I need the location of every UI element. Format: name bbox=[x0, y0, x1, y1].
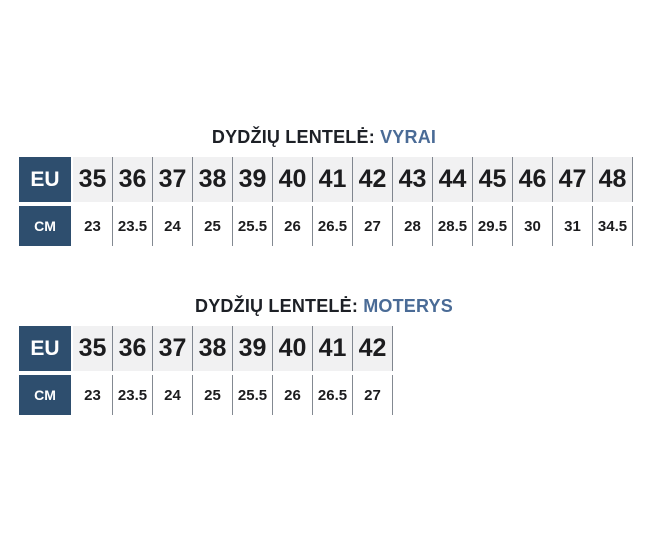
row-header-eu: EU bbox=[19, 157, 71, 202]
cm-size-cell: 25.5 bbox=[233, 206, 273, 246]
cm-size-cell: 23.5 bbox=[113, 375, 153, 415]
row-cells: 23 23.5 24 25 25.5 26 26.5 27 28 28.5 29.5 30 31 34.5 bbox=[73, 206, 633, 246]
row-cells: 35 36 37 38 39 40 41 42 bbox=[73, 326, 393, 371]
cm-size-cell: 28.5 bbox=[433, 206, 473, 246]
size-table-row-cm: CM 23 23.5 24 25 25.5 26 26.5 27 28 28.5 29.5 30 31 34… bbox=[19, 206, 648, 246]
eu-size-cell: 36 bbox=[113, 157, 153, 202]
eu-size-cell: 45 bbox=[473, 157, 513, 202]
eu-size-cell: 40 bbox=[273, 157, 313, 202]
eu-size-cell: 43 bbox=[393, 157, 433, 202]
cm-size-cell: 24 bbox=[153, 206, 193, 246]
cm-size-cell: 26 bbox=[273, 375, 313, 415]
cm-size-cell: 26.5 bbox=[313, 206, 353, 246]
cm-size-cell: 34.5 bbox=[593, 206, 633, 246]
eu-size-cell: 38 bbox=[193, 157, 233, 202]
eu-size-cell: 37 bbox=[153, 326, 193, 371]
eu-size-cell: 47 bbox=[553, 157, 593, 202]
row-cells: 23 23.5 24 25 25.5 26 26.5 27 bbox=[73, 375, 393, 415]
eu-size-cell: 35 bbox=[73, 157, 113, 202]
size-table-section: DYDŽIŲ LENTELĖ: VYRAI EU 35 36 37 38 39 40 41 42… bbox=[0, 127, 648, 246]
eu-size-cell: 40 bbox=[273, 326, 313, 371]
cm-size-cell: 31 bbox=[553, 206, 593, 246]
cm-size-cell: 29.5 bbox=[473, 206, 513, 246]
cm-size-cell: 25 bbox=[193, 206, 233, 246]
eu-size-cell: 41 bbox=[313, 326, 353, 371]
eu-size-cell: 39 bbox=[233, 157, 273, 202]
cm-size-cell: 25 bbox=[193, 375, 233, 415]
cm-size-cell: 30 bbox=[513, 206, 553, 246]
eu-size-cell: 46 bbox=[513, 157, 553, 202]
table-title-prefix: DYDŽIŲ LENTELĖ: bbox=[211, 127, 375, 147]
table-title-prefix: DYDŽIŲ LENTELĖ: bbox=[195, 296, 359, 316]
table-title: DYDŽIŲ LENTELĖ: VYRAI bbox=[0, 127, 648, 148]
cm-size-cell: 23.5 bbox=[113, 206, 153, 246]
eu-size-cell: 38 bbox=[193, 326, 233, 371]
cm-size-cell: 27 bbox=[353, 375, 393, 415]
row-cells: 35 36 37 38 39 40 41 42 43 44 45 46 47 48 bbox=[73, 157, 633, 202]
eu-size-cell: 35 bbox=[73, 326, 113, 371]
cm-size-cell: 25.5 bbox=[233, 375, 273, 415]
size-table-row-cm: CM 23 23.5 24 25 25.5 26 26.5 27 bbox=[19, 375, 648, 415]
size-table-section: DYDŽIŲ LENTELĖ: MOTERYS EU 35 36 37 38 39 40 41… bbox=[0, 296, 648, 415]
size-table: EU 35 36 37 38 39 40 41 42 43 44 45 46 47 48 CM 23 23.5 24… bbox=[19, 157, 648, 246]
eu-size-cell: 42 bbox=[353, 157, 393, 202]
cm-size-cell: 27 bbox=[353, 206, 393, 246]
row-header-cm: CM bbox=[19, 375, 71, 415]
eu-size-cell: 41 bbox=[313, 157, 353, 202]
cm-size-cell: 24 bbox=[153, 375, 193, 415]
size-table-row-eu: EU 35 36 37 38 39 40 41 42 bbox=[19, 326, 648, 371]
size-table: EU 35 36 37 38 39 40 41 42 CM 23 23.5 24 25 25.5 26 26.5… bbox=[19, 326, 648, 415]
size-table-row-eu: EU 35 36 37 38 39 40 41 42 43 44 45 46 47 48 bbox=[19, 157, 648, 202]
table-title: DYDŽIŲ LENTELĖ: MOTERYS bbox=[0, 296, 648, 317]
cm-size-cell: 23 bbox=[73, 206, 113, 246]
row-header-eu: EU bbox=[19, 326, 71, 371]
eu-size-cell: 37 bbox=[153, 157, 193, 202]
table-title-highlight: MOTERYS bbox=[363, 296, 453, 316]
cm-size-cell: 28 bbox=[393, 206, 433, 246]
eu-size-cell: 44 bbox=[433, 157, 473, 202]
row-header-cm: CM bbox=[19, 206, 71, 246]
eu-size-cell: 42 bbox=[353, 326, 393, 371]
cm-size-cell: 23 bbox=[73, 375, 113, 415]
eu-size-cell: 48 bbox=[593, 157, 633, 202]
eu-size-cell: 36 bbox=[113, 326, 153, 371]
table-title-highlight: VYRAI bbox=[380, 127, 437, 147]
cm-size-cell: 26.5 bbox=[313, 375, 353, 415]
eu-size-cell: 39 bbox=[233, 326, 273, 371]
cm-size-cell: 26 bbox=[273, 206, 313, 246]
